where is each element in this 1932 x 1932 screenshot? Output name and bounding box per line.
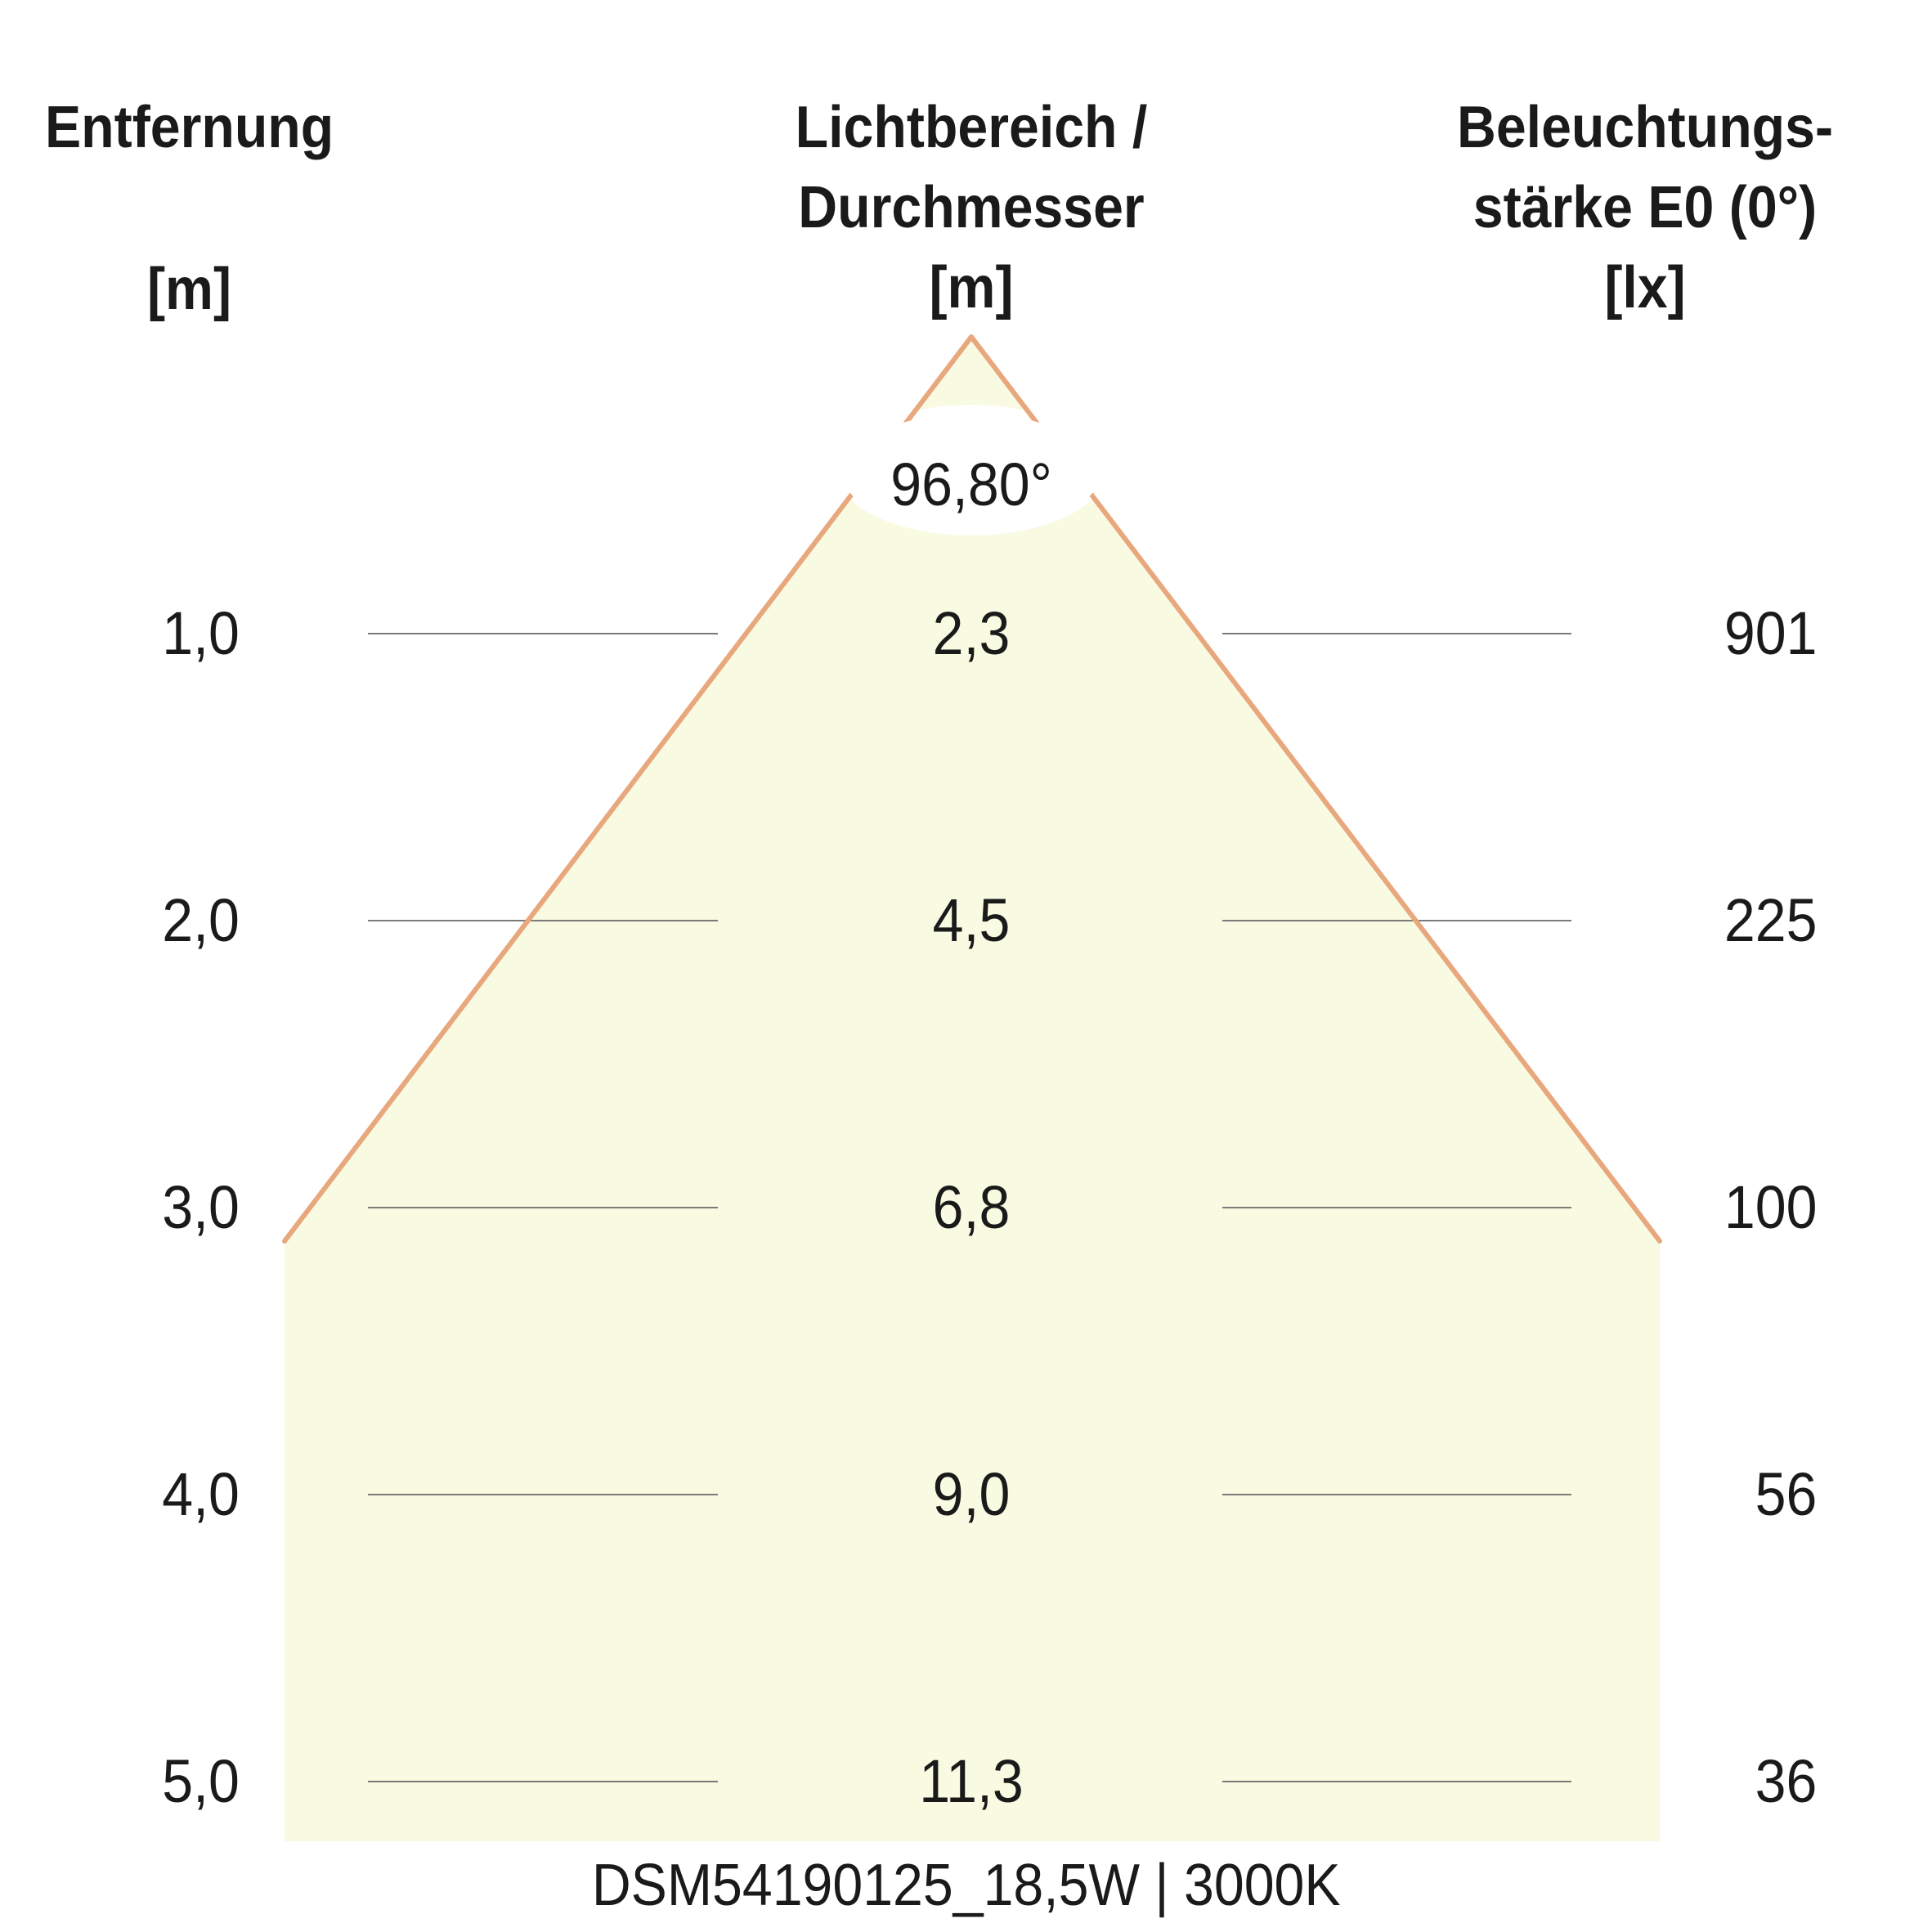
header-distance-title: Entfernung — [45, 95, 334, 160]
header-diameter: Lichtbereich / Durchmesser [m] — [780, 87, 1163, 328]
header-diameter-line1: Lichtbereich / — [795, 95, 1148, 160]
header-illuminance: Beleuchtungs- stärke E0 (0°) [lx] — [1441, 87, 1849, 328]
header-diameter-line2: Durchmesser — [798, 175, 1145, 240]
diameter-value: 6,8 — [932, 1173, 1011, 1241]
illuminance-value: 901 — [1724, 599, 1817, 667]
diameter-value: 11,3 — [919, 1747, 1024, 1815]
distance-value: 5,0 — [162, 1747, 240, 1815]
distance-value: 4,0 — [162, 1460, 240, 1528]
illuminance-value: 225 — [1724, 886, 1817, 954]
header-diameter-unit: [m] — [929, 255, 1014, 321]
footer-product-info: DSM54190125_18,5W | 3000K — [0, 1852, 1932, 1919]
illuminance-value: 56 — [1755, 1460, 1817, 1528]
header-distance-unit: [m] — [147, 257, 232, 322]
distance-value: 2,0 — [162, 886, 240, 954]
beam-fill — [285, 337, 1660, 1841]
distance-value: 3,0 — [162, 1173, 240, 1241]
illuminance-value: 36 — [1755, 1747, 1817, 1815]
grid-lines — [368, 633, 1571, 1782]
distance-value: 1,0 — [162, 599, 240, 667]
beam-angle-gap — [842, 414, 1100, 531]
diameter-value: 9,0 — [932, 1460, 1011, 1528]
illuminance-value: 100 — [1724, 1173, 1817, 1241]
beam-angle-label: 96,80° — [890, 451, 1052, 518]
header-illuminance-line2: stärke E0 (0°) — [1473, 175, 1818, 240]
footer-text: DSM54190125_18,5W | 3000K — [591, 1853, 1341, 1918]
header-illuminance-unit: [lx] — [1604, 255, 1686, 321]
diameter-value: 2,3 — [932, 599, 1011, 667]
diameter-value: 4,5 — [932, 886, 1011, 954]
header-illuminance-line1: Beleuchtungs- — [1456, 95, 1834, 160]
